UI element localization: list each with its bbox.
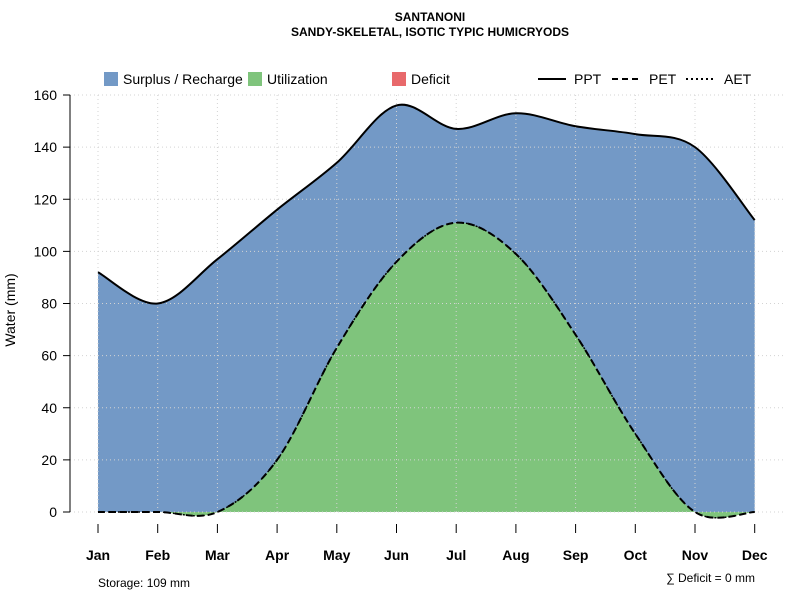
y-tick-label: 20 xyxy=(41,452,57,468)
ppt-line xyxy=(97,103,756,305)
x-tick-label: Mar xyxy=(205,547,230,563)
y-tick-label: 60 xyxy=(41,348,57,364)
x-tick-label: Apr xyxy=(265,547,290,563)
chart-subtitle: SANDY-SKELETAL, ISOTIC TYPIC HUMICRYODS xyxy=(291,25,569,39)
y-tick-label: 160 xyxy=(34,87,58,103)
legend-label-pet: PET xyxy=(649,71,677,87)
x-tick-label: Jul xyxy=(446,547,466,563)
legend-swatch-utilization xyxy=(248,72,262,86)
y-tick-label: 100 xyxy=(34,243,58,259)
legend-swatch-deficit xyxy=(392,72,406,86)
legend-label-aet: AET xyxy=(724,71,752,87)
y-axis-label: Water (mm) xyxy=(2,273,18,346)
legend-swatch-surplus xyxy=(104,72,118,86)
y-tick-label: 120 xyxy=(34,191,58,207)
y-tick-label: 40 xyxy=(41,400,57,416)
legend: Surplus / Recharge Utilization Deficit P… xyxy=(104,71,752,87)
x-tick-label: Sep xyxy=(563,547,589,563)
utilization-area xyxy=(98,222,755,518)
x-tick-label: Jun xyxy=(384,547,409,563)
x-axis: Jan Feb Mar Apr May Jun Jul Aug Sep Oct Nov Dec xyxy=(86,524,768,563)
x-tick-label: Feb xyxy=(145,547,170,563)
x-tick-label: May xyxy=(323,547,350,563)
legend-label-ppt: PPT xyxy=(574,71,602,87)
y-axis: 0 20 40 60 80 100 120 140 160 xyxy=(34,87,71,520)
y-tick-label: 140 xyxy=(34,139,58,155)
legend-label-deficit: Deficit xyxy=(411,71,450,87)
y-tick-label: 0 xyxy=(49,504,57,520)
pet-line xyxy=(97,221,755,519)
legend-label-utilization: Utilization xyxy=(267,71,328,87)
legend-label-surplus: Surplus / Recharge xyxy=(123,71,243,87)
x-tick-label: Jan xyxy=(86,547,110,563)
x-tick-label: Nov xyxy=(682,547,709,563)
y-tick-label: 80 xyxy=(41,296,57,312)
deficit-text: ∑ Deficit = 0 mm xyxy=(666,571,755,585)
chart-title: SANTANONI xyxy=(395,10,465,24)
storage-text: Storage: 109 mm xyxy=(98,576,190,590)
x-tick-label: Dec xyxy=(742,547,768,563)
x-tick-label: Aug xyxy=(502,547,529,563)
x-tick-label: Oct xyxy=(624,547,648,563)
plot-area xyxy=(70,94,785,519)
